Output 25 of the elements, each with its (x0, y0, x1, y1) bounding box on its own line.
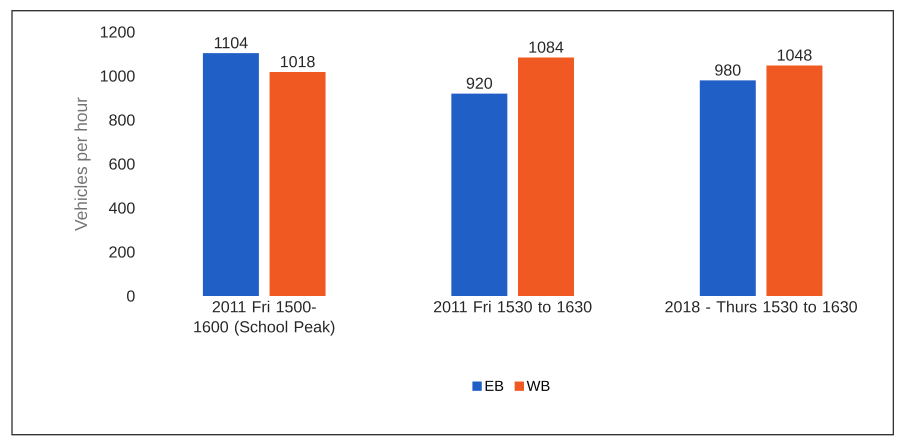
legend-label: EB (486, 380, 504, 391)
bar (700, 80, 756, 296)
data-label: 1018 (280, 56, 315, 68)
y-axis-title: Vehicles per hour (74, 97, 91, 231)
y-tick-label: 1000 (100, 70, 135, 82)
y-tick-label: 800 (109, 114, 135, 126)
data-label: 1048 (778, 49, 812, 61)
y-tick-label: 400 (108, 202, 135, 214)
data-label: 1084 (529, 41, 564, 53)
bar (451, 94, 508, 296)
bar (766, 65, 822, 296)
bar (518, 58, 574, 296)
bar (270, 72, 326, 296)
y-tick-label: 1200 (100, 26, 135, 38)
data-label: 1104 (214, 37, 248, 48)
bar (202, 53, 259, 296)
y-tick-label: 0 (127, 290, 135, 302)
x-tick-label: 2018 - Thurs 1530 to 1630 (665, 300, 857, 312)
data-label: 920 (466, 78, 492, 89)
x-tick-label: 2011 Fri 1500-1600 (School Peak) (194, 300, 334, 336)
x-tick-label: 2011 Fri 1530 to 1630 (434, 300, 592, 312)
data-label: 980 (715, 64, 741, 76)
y-tick-label: 200 (109, 246, 135, 258)
legend-label: WB (526, 380, 550, 391)
y-tick-label: 600 (109, 158, 135, 170)
